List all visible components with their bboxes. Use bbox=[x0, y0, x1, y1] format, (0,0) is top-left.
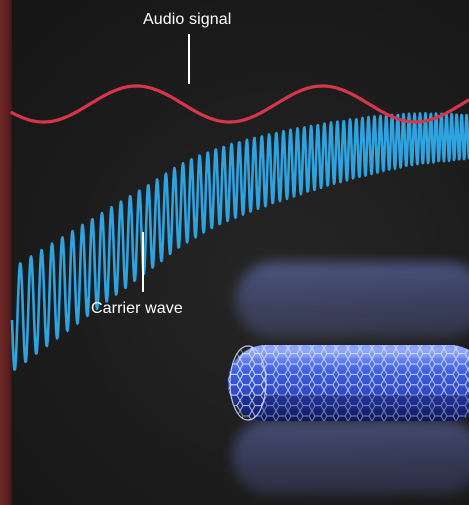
carrier-wave bbox=[10, 112, 469, 371]
audio-signal-wave bbox=[10, 84, 469, 124]
nanotube bbox=[228, 345, 469, 421]
nanotube-ghost-lower bbox=[232, 420, 469, 494]
nanotube-illustration bbox=[228, 262, 469, 494]
page-edge-strip bbox=[0, 0, 12, 505]
nanotube-ghost-upper bbox=[236, 262, 469, 338]
carrier-wave-label: Carrier wave bbox=[91, 300, 183, 317]
audio-signal-label: Audio signal bbox=[143, 11, 232, 28]
